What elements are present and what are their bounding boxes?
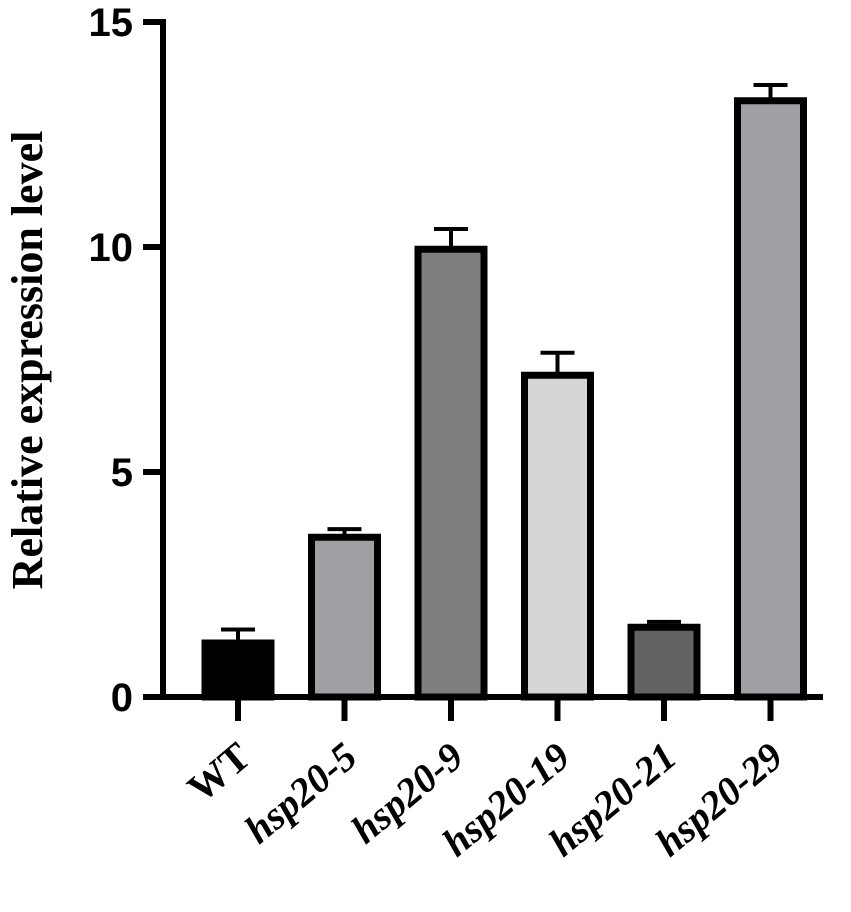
y-tick-label-10: 10 xyxy=(89,226,134,270)
bar-hsp20-9 xyxy=(414,245,488,701)
y-tick-label-0: 0 xyxy=(111,676,133,720)
bar-hsp20-29 xyxy=(734,97,807,701)
x-tick-label-WT: WT xyxy=(179,733,259,811)
y-axis-title-group: Relative expression level xyxy=(3,131,52,590)
y-tick-label-5: 5 xyxy=(111,451,133,495)
bar-WT xyxy=(201,639,275,701)
y-tick-label-15: 15 xyxy=(89,1,134,45)
bar-hsp20-19 xyxy=(521,371,594,701)
bar-hsp20-21 xyxy=(627,623,701,701)
bars-layer xyxy=(201,83,807,701)
y-axis-title: Relative expression level xyxy=(3,131,52,590)
x-tick-label-hsp20-5: hsp20-5 xyxy=(236,733,365,852)
bar-hsp20-5 xyxy=(308,533,381,701)
axes-layer xyxy=(143,19,823,721)
